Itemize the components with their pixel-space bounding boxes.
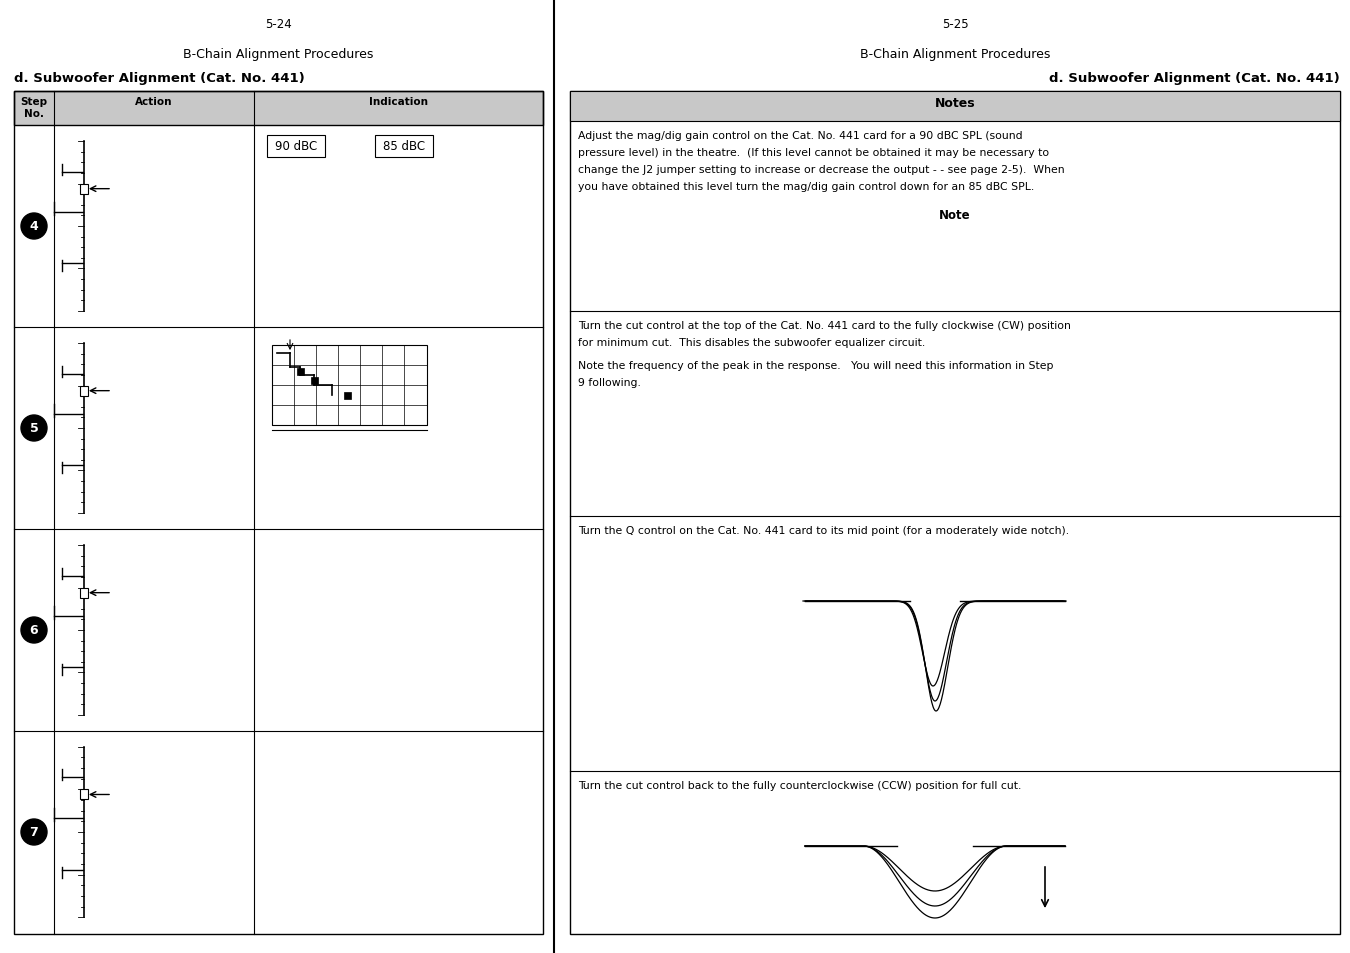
Text: Note the frequency of the peak in the response.   You will need this information: Note the frequency of the peak in the re…	[578, 360, 1053, 371]
Bar	[80, 386, 88, 396]
Text: 9 following.: 9 following.	[578, 377, 641, 388]
Text: 5-24: 5-24	[265, 18, 292, 30]
Text: pressure level) in the theatre.  (If this level cannot be obtained it may be nec: pressure level) in the theatre. (If this…	[578, 148, 1049, 158]
Bar	[14, 91, 543, 934]
Text: 5: 5	[30, 422, 38, 435]
Text: Turn the cut control back to the fully counterclockwise (CCW) position for full : Turn the cut control back to the fully c…	[578, 781, 1022, 790]
Text: 7: 7	[30, 825, 38, 839]
Text: for minimum cut.  This disables the subwoofer equalizer circuit.: for minimum cut. This disables the subwo…	[578, 337, 925, 348]
Text: Adjust the mag/dig gain control on the Cat. No. 441 card for a 90 dBC SPL (sound: Adjust the mag/dig gain control on the C…	[578, 131, 1023, 141]
Text: d. Subwoofer Alignment (Cat. No. 441): d. Subwoofer Alignment (Cat. No. 441)	[14, 71, 305, 85]
Bar	[80, 185, 88, 194]
Bar	[570, 91, 1341, 122]
Text: Turn the Q control on the Cat. No. 441 card to its mid point (for a moderately w: Turn the Q control on the Cat. No. 441 c…	[578, 525, 1069, 536]
Bar	[80, 790, 88, 800]
Text: 90 dBC: 90 dBC	[275, 140, 317, 153]
Text: d. Subwoofer Alignment (Cat. No. 441): d. Subwoofer Alignment (Cat. No. 441)	[1049, 71, 1341, 85]
Bar	[14, 91, 543, 126]
Bar	[80, 588, 88, 598]
Circle shape	[22, 618, 47, 643]
Bar	[375, 136, 433, 158]
Text: change the J2 jumper setting to increase or decrease the output - - see page 2-5: change the J2 jumper setting to increase…	[578, 165, 1065, 174]
Text: 6: 6	[30, 624, 38, 637]
Text: Action: Action	[135, 97, 173, 107]
Text: Step
No.: Step No.	[20, 97, 47, 118]
Text: you have obtained this level turn the mag/dig gain control down for an 85 dBC SP: you have obtained this level turn the ma…	[578, 182, 1034, 192]
Circle shape	[22, 213, 47, 240]
Text: Notes: Notes	[934, 97, 975, 110]
Bar	[570, 91, 1341, 934]
Text: 4: 4	[30, 220, 38, 233]
Bar	[310, 377, 319, 385]
Bar	[271, 346, 427, 426]
Text: B-Chain Alignment Procedures: B-Chain Alignment Procedures	[182, 48, 373, 61]
Circle shape	[22, 820, 47, 845]
Text: Indication: Indication	[369, 97, 428, 107]
Text: 5-25: 5-25	[942, 18, 968, 30]
Text: Turn the cut control at the top of the Cat. No. 441 card to the fully clockwise : Turn the cut control at the top of the C…	[578, 320, 1071, 331]
Bar	[267, 136, 325, 158]
Text: B-Chain Alignment Procedures: B-Chain Alignment Procedures	[860, 48, 1050, 61]
Text: Note: Note	[940, 209, 971, 222]
Circle shape	[22, 416, 47, 441]
Text: 85 dBC: 85 dBC	[383, 140, 425, 153]
Bar	[297, 369, 304, 375]
Bar	[344, 393, 351, 399]
